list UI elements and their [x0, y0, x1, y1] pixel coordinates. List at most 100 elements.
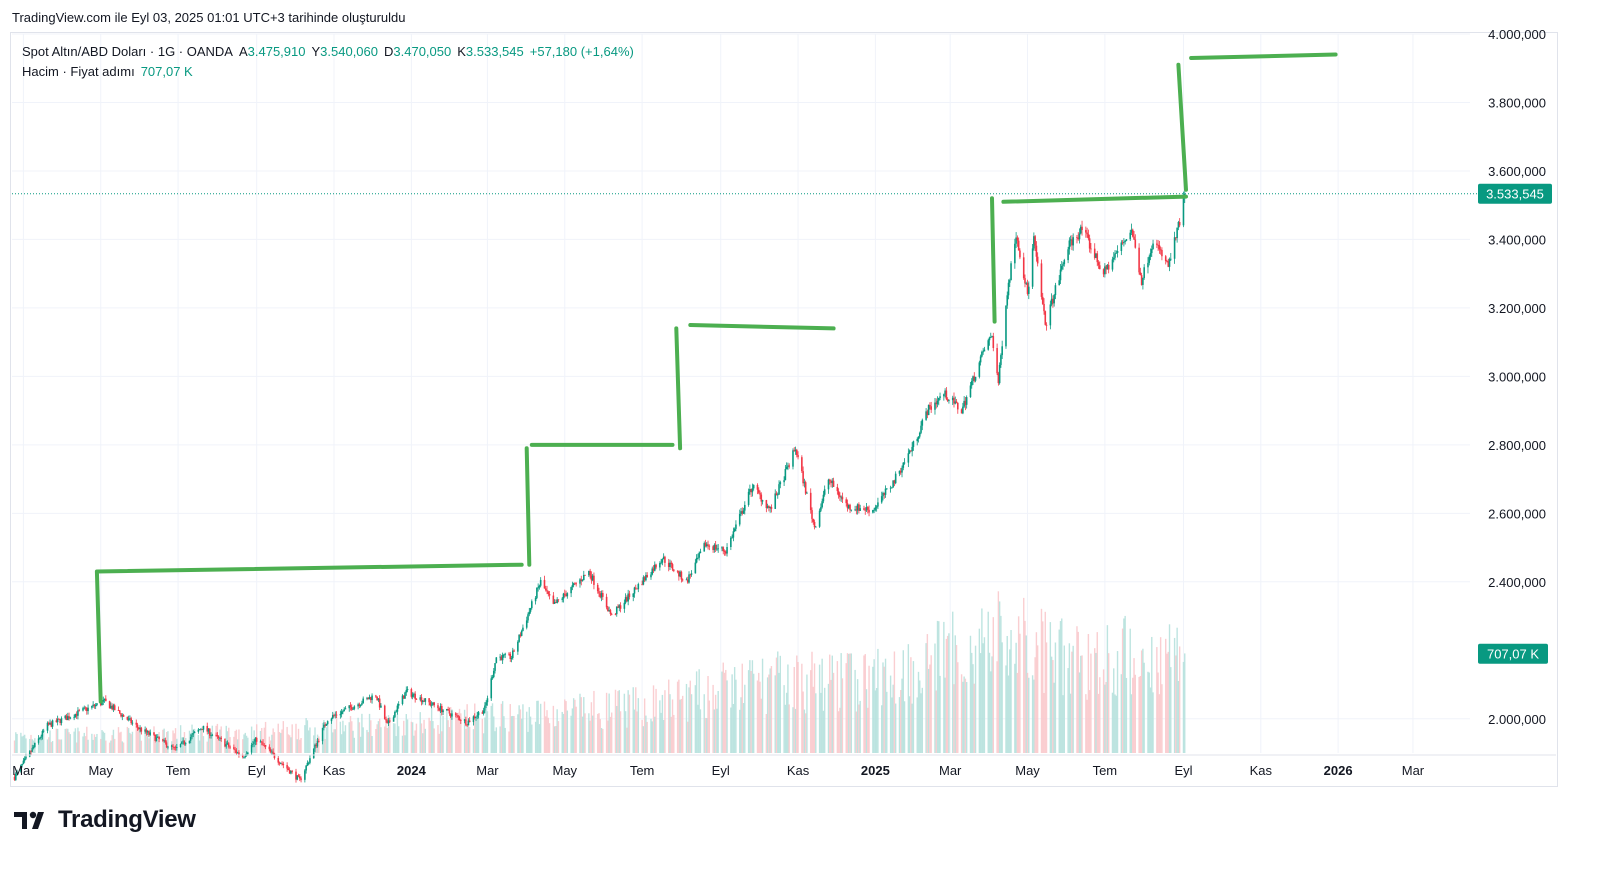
candle-body — [361, 703, 363, 705]
volume-bar — [650, 718, 652, 753]
volume-bar — [503, 716, 505, 753]
candle-body — [1124, 240, 1126, 242]
green-trend-drawing[interactable] — [1001, 194, 1188, 204]
volume-bar — [1139, 675, 1142, 753]
volume-bar — [627, 690, 629, 753]
green-trend-drawing[interactable] — [1189, 52, 1338, 60]
green-trend-drawing[interactable] — [674, 326, 683, 451]
candle-body — [59, 719, 61, 723]
green-trend-drawing[interactable] — [990, 196, 997, 324]
x-axis-tick-label: May — [1015, 763, 1040, 778]
green-trend-drawing[interactable] — [94, 562, 524, 704]
candle-body — [671, 564, 674, 570]
candle-body — [369, 697, 372, 701]
tradingview-brand[interactable]: TradingView — [14, 806, 196, 834]
candle-body — [130, 718, 132, 724]
candle-body — [224, 739, 226, 747]
green-trend-drawing[interactable] — [1176, 62, 1188, 192]
candle-body — [738, 514, 741, 525]
volume-bar — [334, 729, 336, 753]
candle-body — [344, 708, 347, 710]
candle-body — [47, 722, 50, 725]
volume-bar — [508, 731, 510, 753]
candle-body — [458, 717, 461, 721]
candle-body — [145, 729, 148, 733]
volume-bar — [769, 668, 771, 753]
green-trend-drawing[interactable] — [524, 446, 532, 567]
candle-body — [486, 698, 489, 703]
candle-body — [548, 593, 551, 596]
legend-symbol[interactable]: Spot Altın/ABD Doları · 1G · OANDA — [22, 44, 233, 59]
y-axis-tick-label: 3.200,000 — [1488, 301, 1546, 316]
candle-body — [889, 487, 892, 489]
candle-body — [410, 689, 413, 697]
legend-volume-label[interactable]: Hacim · Fiyat adımı — [22, 64, 135, 79]
volume-bar — [565, 701, 567, 753]
volume-bar — [882, 662, 884, 753]
candle-body — [485, 702, 487, 706]
volume-bar — [158, 731, 160, 753]
volume-bar — [1080, 655, 1082, 753]
green-trend-drawing[interactable] — [688, 323, 836, 331]
candle-body — [955, 401, 958, 403]
volume-bar — [939, 675, 941, 753]
candle-body — [181, 741, 183, 744]
candle-body — [1049, 304, 1052, 326]
volume-bar — [854, 669, 856, 753]
volume-bar — [389, 722, 391, 753]
volume-bar — [732, 703, 735, 753]
volume-bar — [210, 736, 212, 753]
volume-bar — [749, 660, 751, 753]
candle-body — [636, 588, 638, 590]
volume-bar — [75, 742, 78, 753]
volume-bar — [884, 658, 887, 753]
volume-bar — [378, 718, 381, 753]
volume-bar — [934, 643, 936, 753]
candle-body — [623, 602, 626, 609]
candle-body — [1121, 242, 1124, 244]
candle-body — [866, 507, 869, 510]
volume-bar — [580, 697, 582, 753]
candle-body — [75, 713, 78, 716]
volume-bar — [874, 690, 877, 753]
candle-body — [880, 496, 883, 503]
candle-body — [333, 715, 335, 716]
volume-bar — [802, 691, 804, 753]
candle-body — [378, 698, 381, 708]
candle-body — [979, 356, 982, 363]
candle-body — [1059, 269, 1062, 281]
candle-body — [891, 487, 893, 489]
candle-body — [571, 585, 574, 588]
candle-body — [653, 564, 656, 571]
volume-bar — [446, 709, 448, 753]
volume-bar — [1049, 622, 1052, 753]
candle-body — [1000, 355, 1002, 365]
candle-body — [193, 731, 196, 734]
volume-bar — [735, 679, 737, 753]
volume-bar — [472, 729, 475, 753]
candle-body — [324, 724, 326, 726]
volume-bar — [82, 736, 84, 753]
volume-bar — [864, 654, 866, 753]
volume-bar — [1161, 684, 1163, 753]
candle-body — [580, 579, 583, 582]
chart-frame — [10, 32, 1558, 787]
volume-bar — [908, 696, 911, 753]
volume-bar — [944, 677, 946, 753]
volume-bar — [351, 721, 353, 753]
y-axis-tick-label: 4.000,000 — [1488, 27, 1546, 42]
volume-bar — [468, 727, 471, 753]
volume-bar — [654, 716, 656, 753]
candle-body — [608, 610, 610, 612]
candle-body — [584, 574, 586, 576]
volume-bar — [1116, 651, 1119, 753]
volume-bar — [1168, 624, 1171, 753]
candle-body — [1107, 264, 1110, 270]
candle-body — [1143, 267, 1145, 278]
volume-bar — [129, 732, 131, 753]
volume-bar — [722, 662, 724, 753]
candle-body — [1150, 248, 1153, 254]
candle-body — [481, 712, 484, 714]
legend-volume-value: 707,07 K — [140, 64, 193, 79]
